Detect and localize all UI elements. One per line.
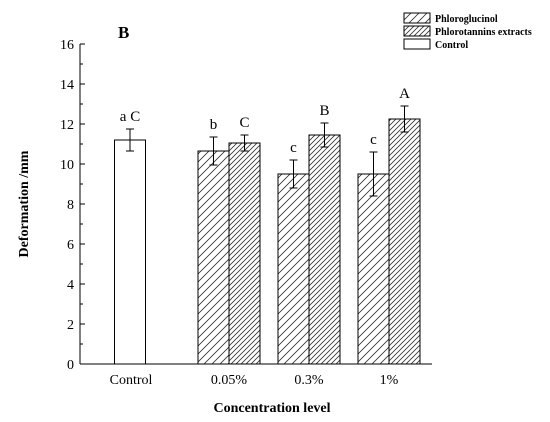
y-tick-label: 10 bbox=[60, 158, 74, 173]
x-tick-label: 0.05% bbox=[211, 373, 248, 388]
y-tick-label: 8 bbox=[67, 198, 74, 213]
significance-label: c bbox=[290, 140, 297, 156]
legend-swatch bbox=[403, 25, 431, 37]
y-tick-label: 12 bbox=[60, 118, 74, 133]
legend: Phloroglucinol Phlorotannins extracts Cont… bbox=[403, 12, 532, 51]
y-tick-label: 0 bbox=[67, 358, 74, 373]
legend-swatch bbox=[403, 38, 431, 50]
x-axis-label: Concentration level bbox=[213, 401, 330, 416]
x-tick-label: Control bbox=[110, 373, 153, 388]
legend-label: Control bbox=[435, 40, 468, 51]
significance-label: C bbox=[239, 115, 249, 131]
x-tick-label: 1% bbox=[380, 373, 399, 388]
bar-diagonal-hatch bbox=[277, 173, 310, 365]
bar-dense-diagonal-hatch bbox=[228, 142, 261, 365]
x-axis-ticks: Control 0.05% 0.3% 1% bbox=[110, 373, 399, 388]
bar-none bbox=[114, 139, 146, 365]
y-tick-label: 2 bbox=[67, 318, 74, 333]
x-tick-label: 0.3% bbox=[294, 373, 324, 388]
y-tick-label: 6 bbox=[67, 238, 74, 253]
y-axis-ticks: 0 2 4 6 8 10 12 14 16 bbox=[60, 38, 85, 373]
y-axis-label: Deformation /mm bbox=[17, 150, 32, 257]
y-tick-label: 4 bbox=[67, 278, 74, 293]
significance-label: c bbox=[370, 132, 377, 148]
panel-label: B bbox=[118, 23, 129, 42]
significance-label: a C bbox=[120, 109, 140, 125]
bar-diagonal-hatch bbox=[197, 150, 230, 365]
y-tick-label: 14 bbox=[60, 78, 74, 93]
significance-label: A bbox=[399, 86, 410, 102]
significance-label: b bbox=[210, 117, 218, 133]
bar-dense-diagonal-hatch bbox=[308, 134, 341, 365]
significance-label: B bbox=[319, 103, 329, 119]
legend-swatch bbox=[403, 12, 431, 24]
bar-diagonal-hatch bbox=[357, 173, 390, 365]
legend-label: Phlorotannins extracts bbox=[435, 27, 532, 38]
bars: b c c C B Aa C bbox=[114, 86, 421, 365]
bar-dense-diagonal-hatch bbox=[388, 118, 421, 365]
legend-label: Phloroglucinol bbox=[435, 14, 498, 25]
y-tick-label: 16 bbox=[60, 38, 74, 53]
